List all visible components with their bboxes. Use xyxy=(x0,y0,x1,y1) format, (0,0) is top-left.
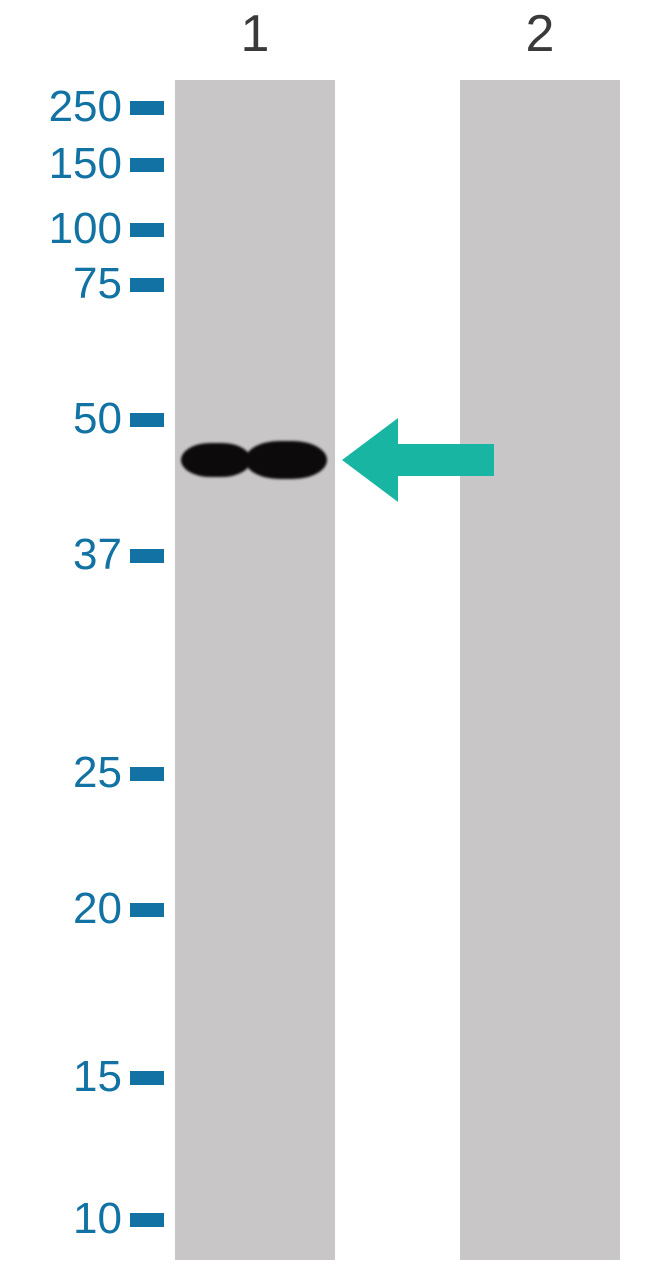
arrow-shaft xyxy=(398,444,494,476)
blot-canvas: 1225015010075503725201510 xyxy=(0,0,650,1270)
band-pointer-arrow xyxy=(0,0,650,1270)
arrow-head-icon xyxy=(342,418,398,502)
